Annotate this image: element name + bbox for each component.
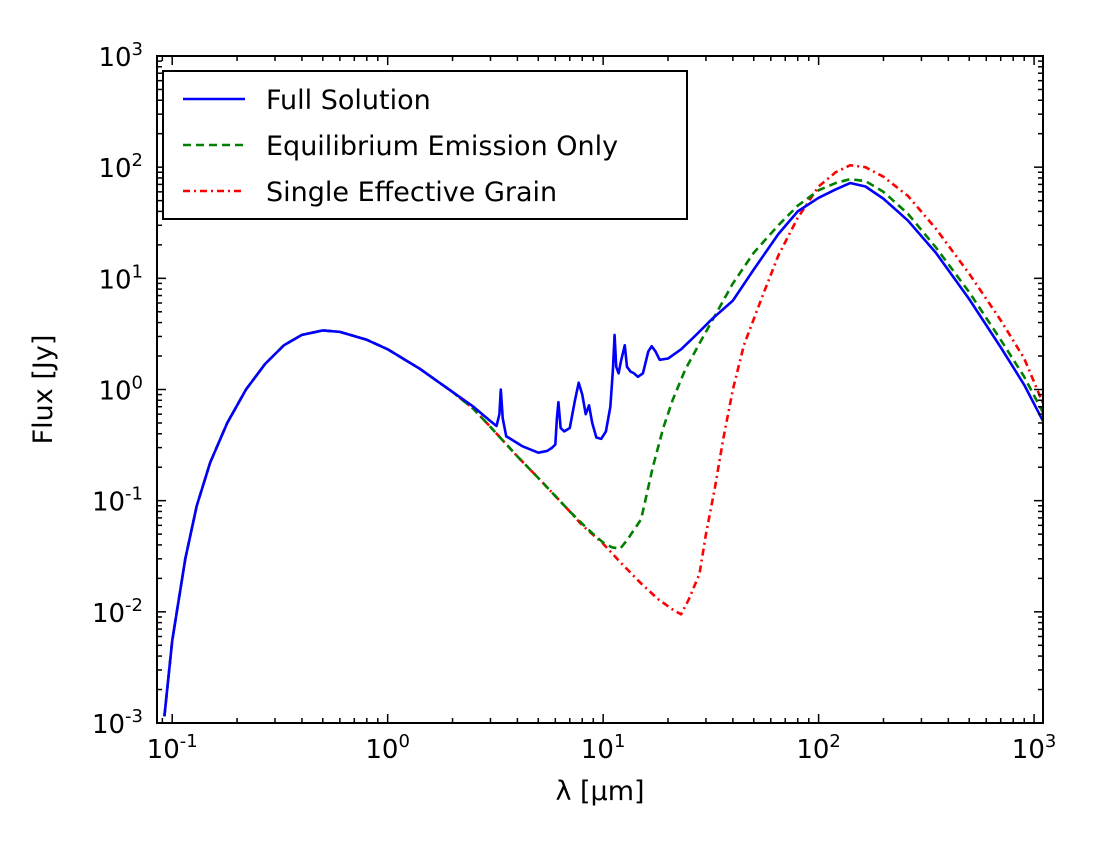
series-line-single-effective-grain xyxy=(163,163,1045,717)
y-tick-label: 100 xyxy=(98,373,143,407)
y-tick-label: 10-1 xyxy=(92,484,143,518)
legend-label-equilibrium-emission: Equilibrium Emission Only xyxy=(266,131,618,162)
y-tick-label: 103 xyxy=(98,39,143,73)
series-line-equilibrium-emission-only xyxy=(163,177,1045,717)
x-axis-label: λ [μm] xyxy=(555,776,644,807)
x-tick-label: 102 xyxy=(796,731,841,765)
x-tick-label: 103 xyxy=(1012,731,1057,765)
x-tick-label: 100 xyxy=(365,731,410,765)
series-layer xyxy=(163,163,1045,717)
y-tick-label: 101 xyxy=(98,261,143,295)
legend: Full Solution Equilibrium Emission Only … xyxy=(162,70,688,220)
series-line-full-solution xyxy=(163,181,1045,717)
x-tick-label: 10-1 xyxy=(147,731,198,765)
legend-label-full-solution: Full Solution xyxy=(266,85,431,116)
x-tick-label: 101 xyxy=(581,731,626,765)
y-tick-label: 102 xyxy=(98,150,143,184)
y-tick-label: 10-3 xyxy=(92,706,143,740)
legend-label-single-effective-grain: Single Effective Grain xyxy=(266,177,557,208)
y-tick-label: 10-2 xyxy=(92,595,143,629)
tick-layer xyxy=(157,55,1043,724)
tick-label-layer: 10-1 100 101 102 103 10-3 10-2 10-1 100 101 102 103 xyxy=(92,39,1056,765)
legend-box xyxy=(162,70,688,220)
y-axis-label: Flux [Jy] xyxy=(28,335,59,445)
